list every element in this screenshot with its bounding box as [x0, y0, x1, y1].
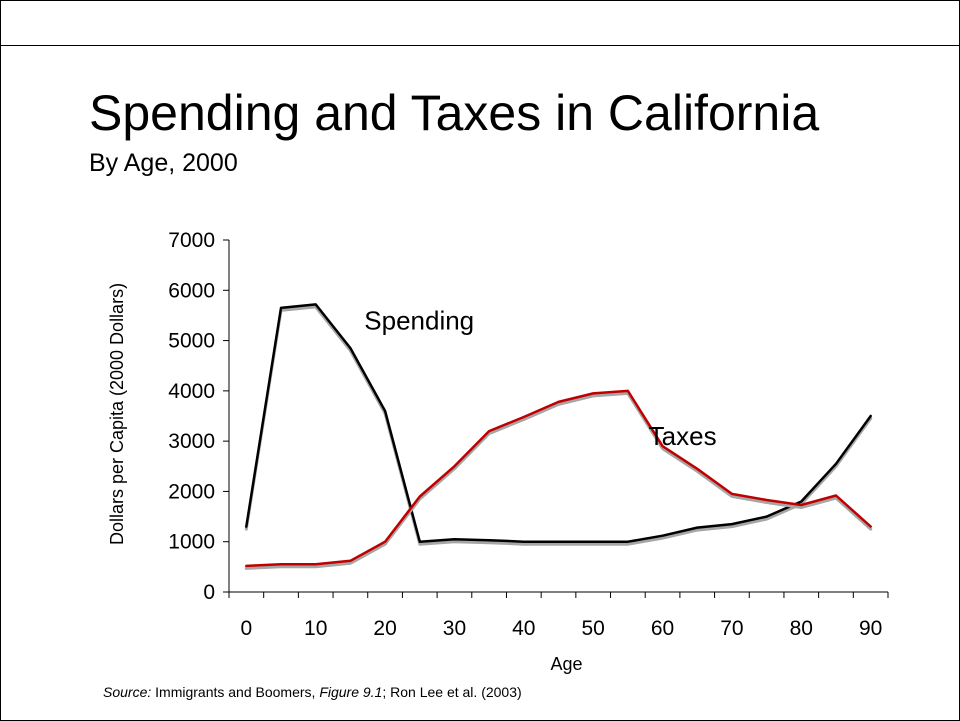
- source-text-2: ; Ron Lee et al. (2003): [382, 684, 521, 700]
- x-tick-label: 30: [443, 617, 466, 640]
- x-tick-label: 0: [240, 617, 252, 640]
- x-axis-title: Age: [550, 654, 582, 674]
- x-tick-label: 50: [582, 617, 605, 640]
- source-figure: Figure 9.1: [319, 684, 382, 700]
- x-tick-label: 70: [720, 617, 743, 640]
- y-tick-label: 2000: [168, 480, 215, 503]
- y-tick-label: 3000: [168, 430, 215, 453]
- series-label-spending: Spending: [364, 305, 474, 335]
- x-tick-label: 10: [304, 617, 327, 640]
- series-shadow-spending: [246, 307, 870, 544]
- y-tick-label: 7000: [168, 229, 215, 252]
- source-text-1: Immigrants and Boomers,: [151, 684, 319, 700]
- y-tick-label: 4000: [168, 380, 215, 403]
- y-tick-label: 5000: [168, 330, 215, 353]
- y-tick-label: 6000: [168, 279, 215, 302]
- y-axis-title: Dollars per Capita (2000 Dollars): [107, 283, 127, 545]
- y-tick-label: 0: [203, 581, 215, 604]
- series-line-taxes: [246, 391, 870, 566]
- y-tick-label: 1000: [168, 531, 215, 554]
- x-tick-label: 20: [373, 617, 396, 640]
- x-tick-label: 90: [859, 617, 882, 640]
- source-note: Source: Immigrants and Boomers, Figure 9…: [103, 685, 522, 699]
- series-line-spending: [246, 304, 870, 541]
- x-tick-label: 60: [651, 617, 674, 640]
- series-label-taxes: Taxes: [649, 421, 717, 451]
- x-tick-label: 80: [790, 617, 813, 640]
- source-prefix: Source:: [103, 684, 151, 700]
- x-tick-label: 40: [512, 617, 535, 640]
